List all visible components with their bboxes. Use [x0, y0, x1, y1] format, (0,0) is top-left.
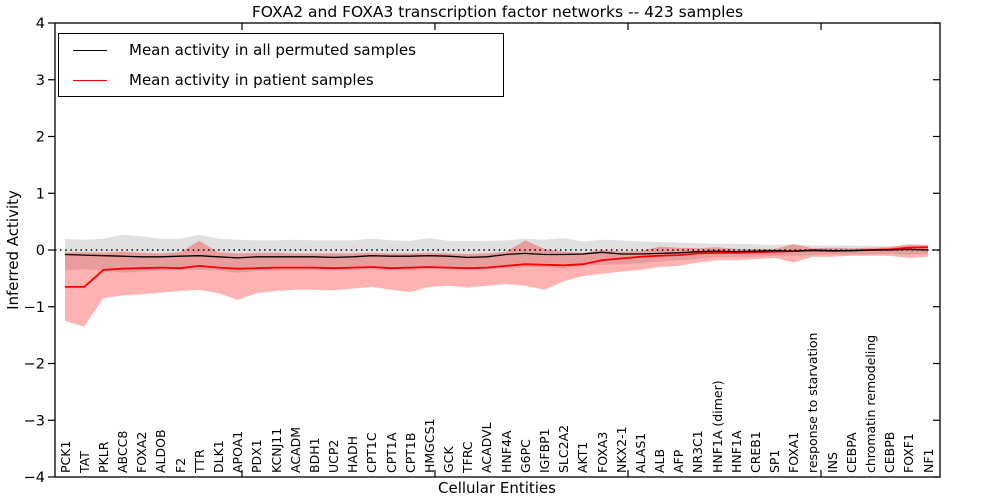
x-tick-label: CEBPA — [843, 432, 859, 474]
x-tick-label: response to starvation — [805, 332, 821, 474]
x-axis-label: Cellular Entities — [438, 479, 556, 497]
x-tick-label: UCP2 — [326, 439, 341, 473]
x-tick-label: SLC2A2 — [556, 424, 572, 473]
y-tick-label: −2 — [24, 357, 45, 373]
x-tick-label: chromatin remodeling — [863, 334, 878, 473]
x-tick-label: CPT1B — [402, 432, 418, 473]
x-tick-label: CREB1 — [747, 431, 763, 473]
x-tick-label: FOXA2 — [134, 431, 150, 473]
x-tick-label: CPT1A — [383, 432, 399, 473]
x-tick-label: CEBPB — [882, 431, 898, 473]
x-tick-label: AFP — [671, 449, 687, 473]
y-tick-label: 4 — [36, 16, 45, 32]
x-tick-label: NKX2-1 — [613, 426, 629, 473]
x-tick-label: F2 — [172, 457, 188, 473]
legend-row-permuted: Mean activity in all permuted samples — [59, 37, 503, 63]
legend-row-patient: Mean activity in patient samples — [59, 67, 503, 93]
x-tick-label: INS — [824, 452, 840, 473]
x-tick-label: PCK1 — [57, 440, 73, 473]
x-tick-label: ALB — [652, 448, 667, 473]
y-tick-label: 1 — [36, 186, 45, 202]
patient-line-sample — [73, 79, 107, 81]
x-tick-label: G6PC — [517, 439, 533, 473]
y-tick-label: 3 — [36, 73, 45, 89]
permuted-line-sample — [73, 49, 107, 51]
legend-label-permuted: Mean activity in all permuted samples — [129, 41, 416, 59]
legend: Mean activity in all permuted samples Me… — [58, 33, 504, 97]
chart-title: FOXA2 and FOXA3 transcription factor net… — [251, 3, 744, 21]
x-tick-label: AKT1 — [575, 441, 591, 473]
x-tick-label: ALAS1 — [632, 432, 648, 473]
y-tick-label: 2 — [36, 130, 45, 146]
y-tick-label: −3 — [24, 413, 45, 429]
x-tick-label: GCK — [441, 446, 457, 473]
x-tick-label: NR3C1 — [690, 430, 706, 473]
x-tick-label: TAT — [76, 451, 92, 473]
x-tick-label: ACADM — [287, 426, 303, 473]
x-tick-label: IGFBP1 — [536, 428, 552, 473]
x-tick-label: HNF1A — [728, 430, 744, 473]
x-tick-label: NF1 — [920, 448, 936, 474]
x-tick-label: BDH1 — [306, 437, 322, 473]
y-tick-label: −4 — [24, 470, 45, 486]
x-tick-label: ALDOB — [153, 429, 169, 473]
patient-confidence-band — [65, 240, 928, 327]
x-tick-label: SP1 — [767, 449, 783, 473]
x-tick-label: ABCC8 — [115, 430, 130, 473]
x-tick-label: PKLR — [95, 441, 111, 473]
legend-label-patient: Mean activity in patient samples — [129, 71, 374, 89]
permuted-mean-line — [64, 248, 929, 259]
x-tick-label: HMGCS1 — [421, 418, 437, 474]
x-tick-label: HNF1A (dimer) — [709, 380, 725, 473]
x-tick-label: KCNJ11 — [268, 427, 284, 473]
x-tick-label: PDX1 — [249, 439, 265, 473]
x-tick-label: HADH — [345, 436, 361, 473]
y-tick-label: 0 — [36, 243, 45, 259]
x-tick-label: FOXA3 — [594, 431, 610, 473]
x-tick-label: ACADVL — [479, 422, 495, 473]
x-tick-label: APOA1 — [230, 430, 246, 473]
x-tick-label: FOXF1 — [901, 433, 917, 473]
x-tick-label: HNF4A — [498, 430, 514, 473]
x-tick-label: TTR — [191, 449, 207, 473]
x-tick-label: TFRC — [460, 441, 476, 473]
y-tick-label: −1 — [24, 300, 45, 316]
permuted-confidence-band — [65, 234, 928, 273]
x-tick-label: CPT1C — [364, 432, 380, 473]
x-tick-label: DLK1 — [210, 440, 226, 473]
x-tick-label: FOXA1 — [786, 431, 802, 473]
